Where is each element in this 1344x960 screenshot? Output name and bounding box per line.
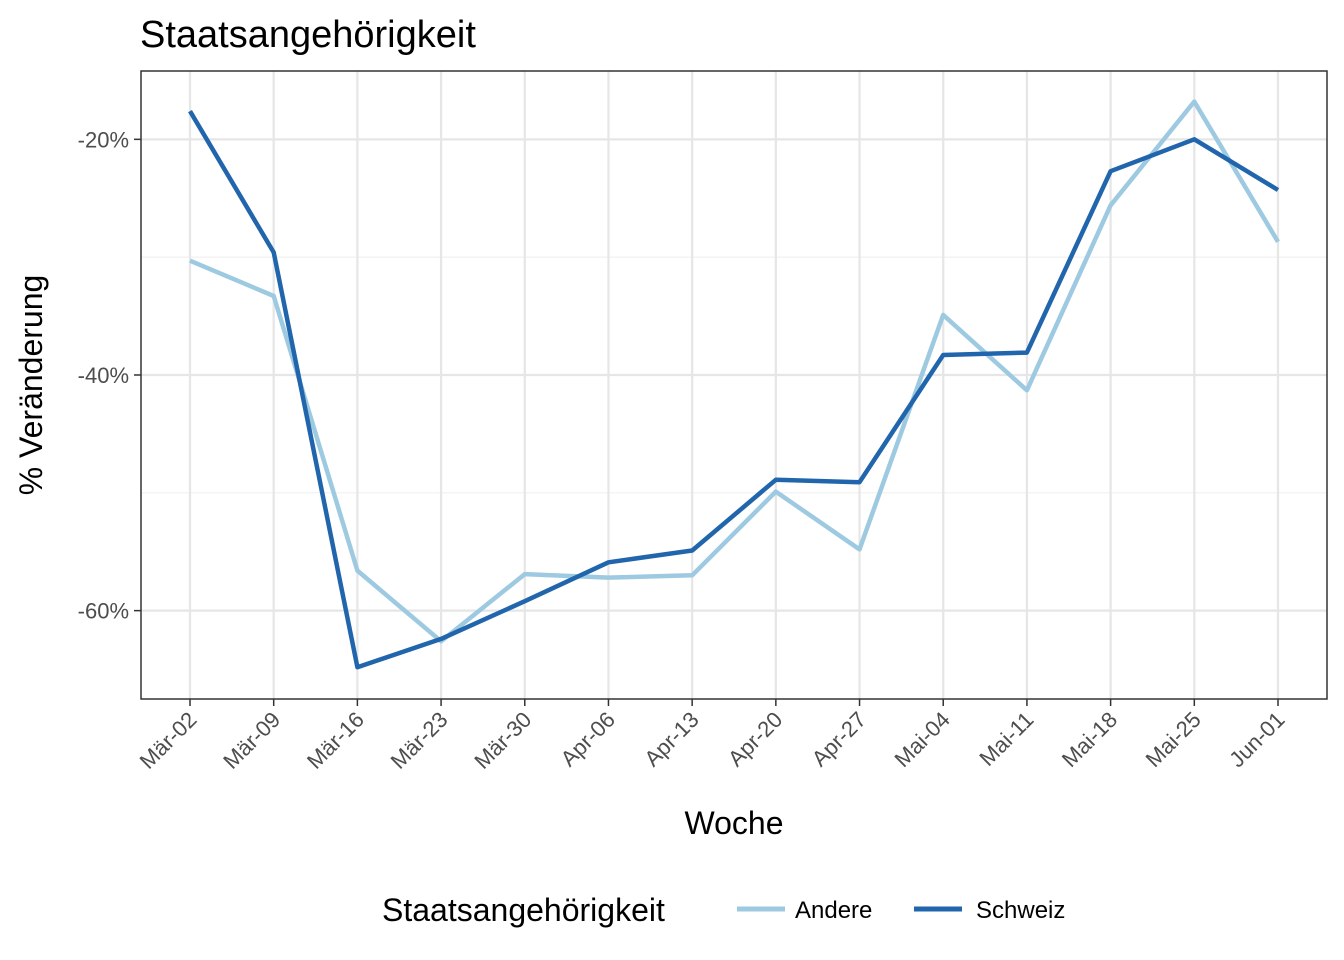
x-tick-label: Mai-18: [1057, 707, 1122, 772]
legend-label-schweiz: Schweiz: [976, 897, 1065, 924]
x-tick-label: Mai-11: [974, 707, 1038, 771]
x-tick-label: Mai-04: [890, 707, 955, 772]
legend-label-andere: Andere: [795, 897, 872, 924]
series-line-andere: [189, 99, 1280, 644]
x-axis-title: Woche: [684, 805, 783, 841]
panel-border: [140, 70, 1328, 700]
y-axis-title: % Veränderung: [13, 275, 49, 496]
series-lines: [188, 99, 1280, 670]
x-tick-label: Mär-09: [218, 707, 285, 774]
grid: [141, 71, 1327, 699]
x-tick-label: Apr-06: [556, 707, 620, 771]
x-tick-label: Mär-16: [302, 707, 369, 774]
x-tick-label: Mär-02: [135, 707, 202, 774]
y-tick-label: -60%: [78, 599, 129, 624]
x-tick-label: Apr-27: [807, 707, 871, 771]
x-tick-label: Mär-30: [469, 707, 536, 774]
series-line-schweiz: [188, 109, 1280, 670]
chart-title: Staatsangehörigkeit: [140, 14, 476, 56]
legend-title: Staatsangehörigkeit: [382, 892, 665, 928]
x-tick-label: Jun-01: [1224, 707, 1289, 772]
x-tick-label: Mär-23: [386, 707, 453, 774]
legend: Staatsangehörigkeit Andere Schweiz: [382, 892, 1065, 928]
y-tick-label: -40%: [78, 363, 129, 388]
x-axis: Mär-02 Mär-09 Mär-16 Mär-23 Mär-30 Apr-06 Apr-…: [135, 699, 1290, 774]
y-tick-label: -20%: [78, 127, 129, 152]
y-axis: -20% -40% -60%: [78, 127, 141, 624]
x-tick-label: Apr-20: [723, 707, 787, 771]
x-tick-label: Apr-13: [639, 707, 703, 771]
x-tick-label: Mai-25: [1141, 707, 1206, 772]
